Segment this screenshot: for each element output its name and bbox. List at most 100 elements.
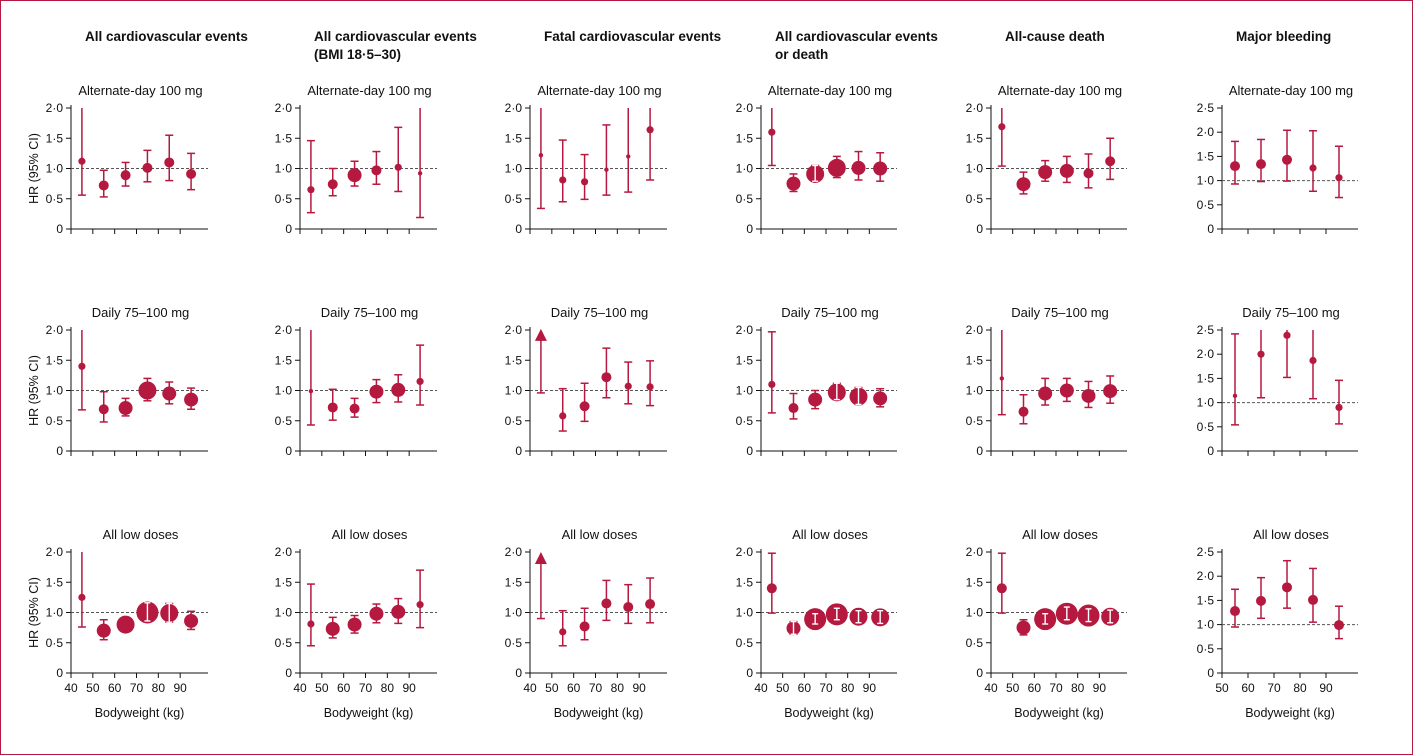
- y-tick-label: 1·0: [46, 162, 64, 176]
- y-tick-label: 0: [515, 222, 522, 236]
- point-marker: [580, 178, 589, 186]
- x-tick-label: 80: [152, 681, 166, 695]
- y-tick-label: 0·5: [505, 192, 523, 206]
- column-title: or death: [775, 47, 828, 62]
- y-tick-label: 2·0: [275, 323, 293, 337]
- x-tick-label: 60: [798, 681, 812, 695]
- data-point: [788, 392, 799, 420]
- point-marker: [118, 401, 133, 416]
- point-marker: [369, 384, 384, 399]
- y-tick-label: 1·5: [1197, 149, 1215, 163]
- data-point: [623, 583, 634, 625]
- x-tick-label: 90: [1319, 681, 1333, 695]
- data-point: [1059, 377, 1074, 403]
- point-marker: [1308, 594, 1318, 605]
- column-5: Major bleeding Alternate-day 100 mg 0 0·5 1·…: [1197, 29, 1358, 720]
- point-marker: [138, 381, 157, 400]
- y-axis-title: HR (95% CI): [27, 577, 41, 648]
- point-marker: [416, 377, 424, 386]
- data-point: [558, 387, 567, 432]
- panel: Daily 75–100 mg 0 0·5 1·0 1·5 2·0 HR (95% CI): [27, 305, 208, 458]
- panel: Alternate-day 100 mg 0 0·5 1·0 1·5 2·0 HR (95%…: [27, 83, 208, 236]
- y-tick-label: 1·5: [966, 353, 984, 367]
- column-title: All-cause death: [1005, 29, 1105, 44]
- data-point: [851, 150, 866, 181]
- point-marker: [623, 602, 634, 613]
- point-marker: [579, 621, 590, 632]
- x-tick-label: 60: [1028, 681, 1042, 695]
- y-tick-label: 0: [976, 222, 983, 236]
- x-axis-title: Bodyweight (kg): [1245, 706, 1335, 720]
- y-tick-label: 0·5: [46, 192, 64, 206]
- column-title: (BMI 18·5–30): [314, 47, 401, 62]
- y-tick-label: 1·0: [736, 606, 754, 620]
- y-tick-label: 2·0: [46, 101, 64, 115]
- y-tick-label: 0: [746, 444, 753, 458]
- y-tick-label: 0·5: [275, 636, 293, 650]
- y-tick-label: 1·0: [275, 384, 293, 398]
- panel: All low doses 0 0·5 1·0 1·5 2·0 40 50 60 70 80 90: [275, 527, 437, 695]
- column-0: All cardiovascular events Alternate-day 1…: [27, 29, 248, 720]
- data-point: [369, 603, 384, 624]
- x-tick-label: 90: [173, 681, 187, 695]
- y-tick-label: 1·5: [275, 353, 293, 367]
- x-tick-label: 40: [64, 681, 78, 695]
- point-marker: [768, 380, 776, 389]
- point-marker: [307, 620, 315, 628]
- y-tick-label: 2·0: [966, 545, 984, 559]
- x-tick-label: 40: [293, 681, 307, 695]
- data-point: [558, 609, 567, 647]
- y-tick-label: 2·0: [736, 545, 754, 559]
- data-point: [1282, 129, 1292, 182]
- x-tick-label: 40: [754, 681, 768, 695]
- y-tick-label: 0: [976, 666, 983, 680]
- point-marker: [1018, 406, 1029, 417]
- data-point: [98, 169, 109, 198]
- panel-title: Alternate-day 100 mg: [998, 83, 1122, 98]
- data-point: [186, 152, 197, 191]
- column-1: All cardiovascular events (BMI 18·5–30) Al…: [275, 29, 477, 720]
- x-axis-title: Bodyweight (kg): [95, 706, 185, 720]
- data-point: [138, 377, 157, 402]
- data-point: [136, 601, 159, 624]
- data-point: [416, 569, 425, 629]
- x-tick-label: 90: [1093, 681, 1107, 695]
- point-marker: [559, 412, 567, 420]
- y-tick-label: 1·0: [275, 162, 293, 176]
- x-tick-label: 70: [1049, 681, 1063, 695]
- y-tick-label: 0·5: [736, 636, 754, 650]
- y-tick-label: 1·5: [275, 575, 293, 589]
- point-marker: [371, 165, 382, 176]
- x-tick-label: 50: [545, 681, 559, 695]
- data-point: [142, 149, 153, 183]
- y-tick-label: 0·5: [505, 414, 523, 428]
- data-point: [558, 139, 567, 203]
- panel-title: Alternate-day 100 mg: [307, 83, 431, 98]
- panel: All low doses 0 0·5 1·0 1·5 2·0 2·5 50 60 70 80 90: [1197, 527, 1358, 695]
- data-point: [873, 387, 888, 408]
- panel: All low doses 0 0·5 1·0 1·5 2·0 40 50 60 70 80 90: [736, 527, 897, 695]
- y-tick-label: 1·0: [46, 606, 64, 620]
- x-tick-label: 80: [841, 681, 855, 695]
- data-point: [767, 331, 776, 414]
- point-marker: [851, 160, 866, 175]
- data-point: [98, 390, 109, 423]
- point-marker: [416, 601, 424, 609]
- data-point: [1283, 330, 1291, 379]
- y-tick-label: 0·5: [736, 414, 754, 428]
- panel-title: Daily 75–100 mg: [781, 305, 879, 320]
- point-marker: [184, 613, 199, 628]
- point-marker: [116, 615, 135, 634]
- point-marker: [78, 593, 86, 601]
- y-tick-label: 2·5: [1197, 101, 1215, 115]
- point-marker: [1232, 393, 1238, 399]
- point-marker: [1256, 595, 1266, 606]
- y-tick-label: 0: [1207, 444, 1214, 458]
- data-point: [1083, 153, 1094, 189]
- panel-title: Alternate-day 100 mg: [537, 83, 661, 98]
- data-point: [162, 381, 177, 405]
- data-point: [1077, 604, 1100, 627]
- column-2: Fatal cardiovascular events Alternate-day…: [505, 29, 721, 720]
- point-marker: [1103, 384, 1118, 399]
- point-marker: [1038, 386, 1053, 401]
